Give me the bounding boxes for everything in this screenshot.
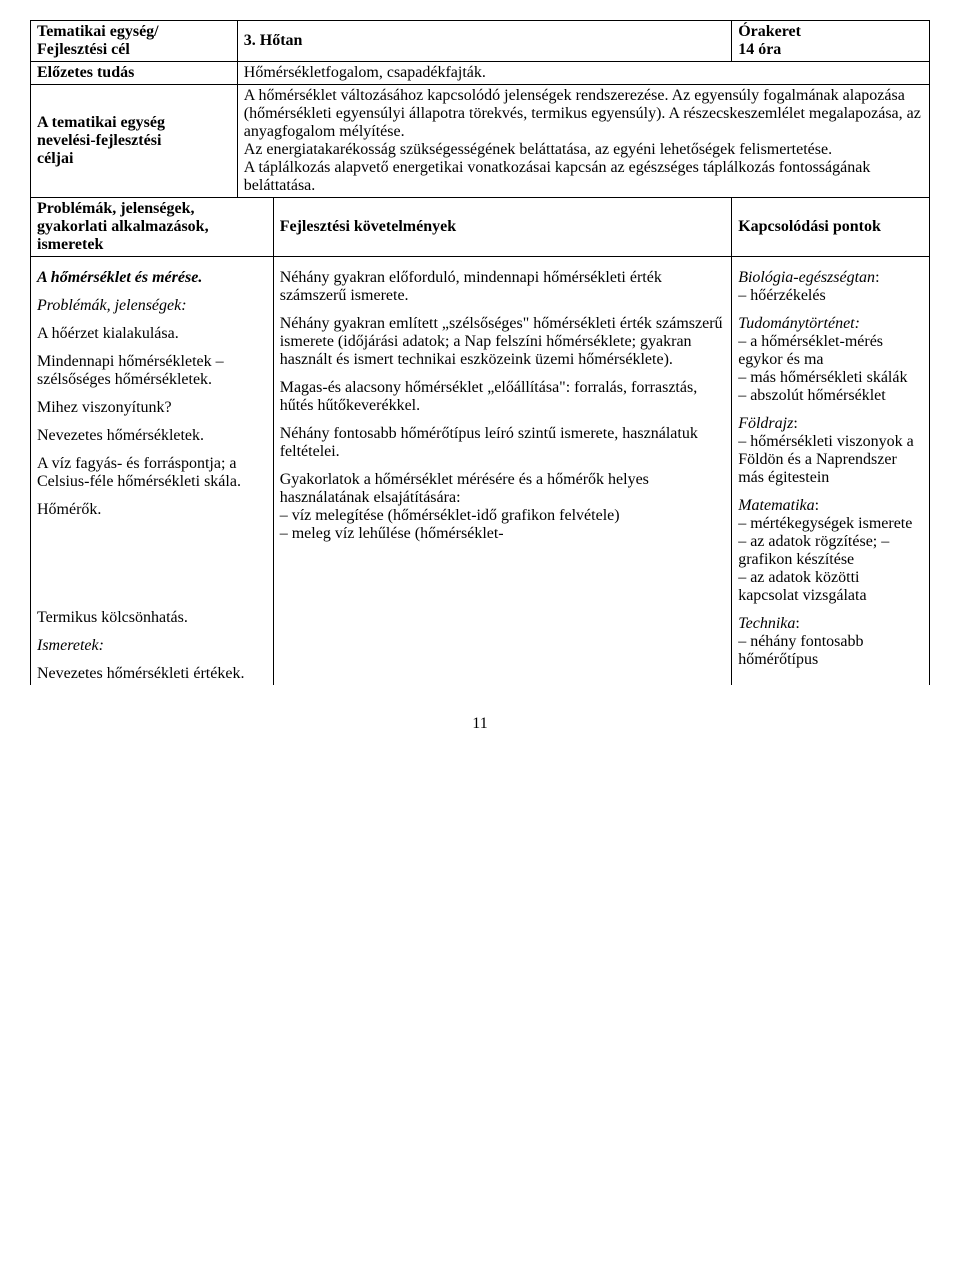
col2-header: Fejlesztési követelmények [280, 218, 456, 235]
col2-b2: Néhány gyakran említett „szélsőséges" hő… [280, 315, 725, 369]
col2-header-cell: Fejlesztési követelmények [273, 198, 731, 257]
col1-header-line1: Problémák, jelenségek, [37, 200, 194, 217]
col3-c4-colon: : [815, 497, 819, 514]
col3-c3-colon: : [793, 415, 797, 432]
content-col1: A hőmérséklet és mérése. Problémák, jele… [31, 257, 274, 686]
table-row: Problémák, jelenségek, gyakorlati alkalm… [31, 198, 930, 257]
col2-b5a: – víz melegítése (hőmérséklet-idő grafik… [280, 507, 725, 525]
col3-c1-colon: : [875, 269, 879, 286]
topic-title-cell: 3. Hőtan [237, 21, 731, 62]
table-row: A hőmérséklet és mérése. Problémák, jele… [31, 257, 930, 686]
content-col2: Néhány gyakran előforduló, mindennapi hő… [273, 257, 731, 686]
col3-c5a: – néhány fontosabb hőmérőtípus [738, 633, 923, 669]
timeframe-label: Órakeret [738, 23, 801, 40]
col3-c1a: – hőérzékelés [738, 287, 923, 305]
page-container: Tematikai egység/ Fejlesztési cél 3. Hőt… [0, 0, 960, 753]
col3-c4-line: Matematika: [738, 497, 923, 515]
col1-problems-label: Problémák, jelenségek: [37, 297, 267, 315]
col3-c4b: – az adatok rögzítése; – grafikon készít… [738, 533, 923, 569]
page-number: 11 [30, 715, 930, 733]
content-col3: Biológia-egészségtan: – hőérzékelés Tudo… [732, 257, 930, 686]
goals-label-line2: nevelési-fejlesztési [37, 132, 161, 149]
col1-header-line3: ismeretek [37, 236, 103, 253]
col1-title: A hőmérséklet és mérése. [37, 269, 267, 287]
col3-c1-line: Biológia-egészségtan: [738, 269, 923, 287]
col3-c4c: – az adatok közötti kapcsolat vizsgálata [738, 569, 923, 605]
col3-c5-colon: : [795, 615, 799, 632]
col3-c2-title: Tudománytörténet: [738, 315, 923, 333]
prior-text: Hőmérsékletfogalom, csapadékfajták. [244, 64, 486, 81]
goals-label-line1: A tematikai egység [37, 114, 165, 131]
col3-c4a: – mértékegységek ismerete [738, 515, 923, 533]
col1-p4: Nevezetes hőmérsékletek. [37, 427, 267, 445]
col3-header-cell: Kapcsolódási pontok [732, 198, 930, 257]
timeframe-cell: Órakeret 14 óra [732, 21, 930, 62]
table-row: Előzetes tudás Hőmérsékletfogalom, csapa… [31, 62, 930, 85]
col3-c3-line: Földrajz: [738, 415, 923, 433]
col1-header-line2: gyakorlati alkalmazások, [37, 218, 209, 235]
goals-label-line3: céljai [37, 150, 73, 167]
prior-label: Előzetes tudás [37, 64, 134, 81]
col1-p5: A víz fagyás- és forráspontja; a Celsius… [37, 455, 267, 491]
col3-c2c: – abszolút hőmérséklet [738, 387, 923, 405]
goals-label-cell: A tematikai egység nevelési-fejlesztési … [31, 85, 238, 198]
col1-p2: Mindennapi hőmérsékletek – szélsőséges h… [37, 353, 267, 389]
col3-c2b: – más hőmérsékleti skálák [738, 369, 923, 387]
col2-b1: Néhány gyakran előforduló, mindennapi hő… [280, 269, 725, 305]
col1-p8-label: Ismeretek: [37, 637, 267, 655]
unit-label-line1: Tematikai egység/ [37, 23, 159, 40]
curriculum-table: Tematikai egység/ Fejlesztési cél 3. Hőt… [30, 20, 930, 685]
col3-c1-title: Biológia-egészségtan [738, 269, 875, 286]
topic-title: 3. Hőtan [244, 32, 303, 49]
col3-c3-title: Földrajz [738, 415, 793, 432]
prior-text-cell: Hőmérsékletfogalom, csapadékfajták. [237, 62, 929, 85]
col1-p3: Mihez viszonyítunk? [37, 399, 267, 417]
col2-b5b: – meleg víz lehűlése (hőmérséklet- [280, 525, 725, 543]
col1-header-cell: Problémák, jelenségek, gyakorlati alkalm… [31, 198, 274, 257]
col1-p7: Termikus kölcsönhatás. [37, 609, 267, 627]
unit-label-line2: Fejlesztési cél [37, 41, 130, 58]
col1-p9: Nevezetes hőmérsékleti értékek. [37, 665, 267, 683]
col3-c3a: – hőmérsékleti viszonyok a Földön és a N… [738, 433, 923, 487]
goals-text: A hőmérséklet változásához kapcsolódó je… [244, 87, 921, 194]
col3-c5-line: Technika: [738, 615, 923, 633]
col1-p6: Hőmérők. [37, 501, 267, 519]
table-row: Tematikai egység/ Fejlesztési cél 3. Hőt… [31, 21, 930, 62]
col3-c2a: – a hőmérséklet-mérés egykor és ma [738, 333, 923, 369]
timeframe-value: 14 óra [738, 41, 781, 58]
col3-c4-title: Matematika [738, 497, 814, 514]
col3-header: Kapcsolódási pontok [738, 218, 881, 235]
col2-b4: Néhány fontosabb hőmérőtípus leíró szint… [280, 425, 725, 461]
unit-label-cell: Tematikai egység/ Fejlesztési cél [31, 21, 238, 62]
goals-text-cell: A hőmérséklet változásához kapcsolódó je… [237, 85, 929, 198]
col2-b5: Gyakorlatok a hőmérséklet mérésére és a … [280, 471, 725, 507]
col1-p1: A hőérzet kialakulása. [37, 325, 267, 343]
prior-label-cell: Előzetes tudás [31, 62, 238, 85]
col3-c5-title: Technika [738, 615, 795, 632]
col2-b3: Magas-és alacsony hőmérséklet „előállítá… [280, 379, 725, 415]
table-row: A tematikai egység nevelési-fejlesztési … [31, 85, 930, 198]
